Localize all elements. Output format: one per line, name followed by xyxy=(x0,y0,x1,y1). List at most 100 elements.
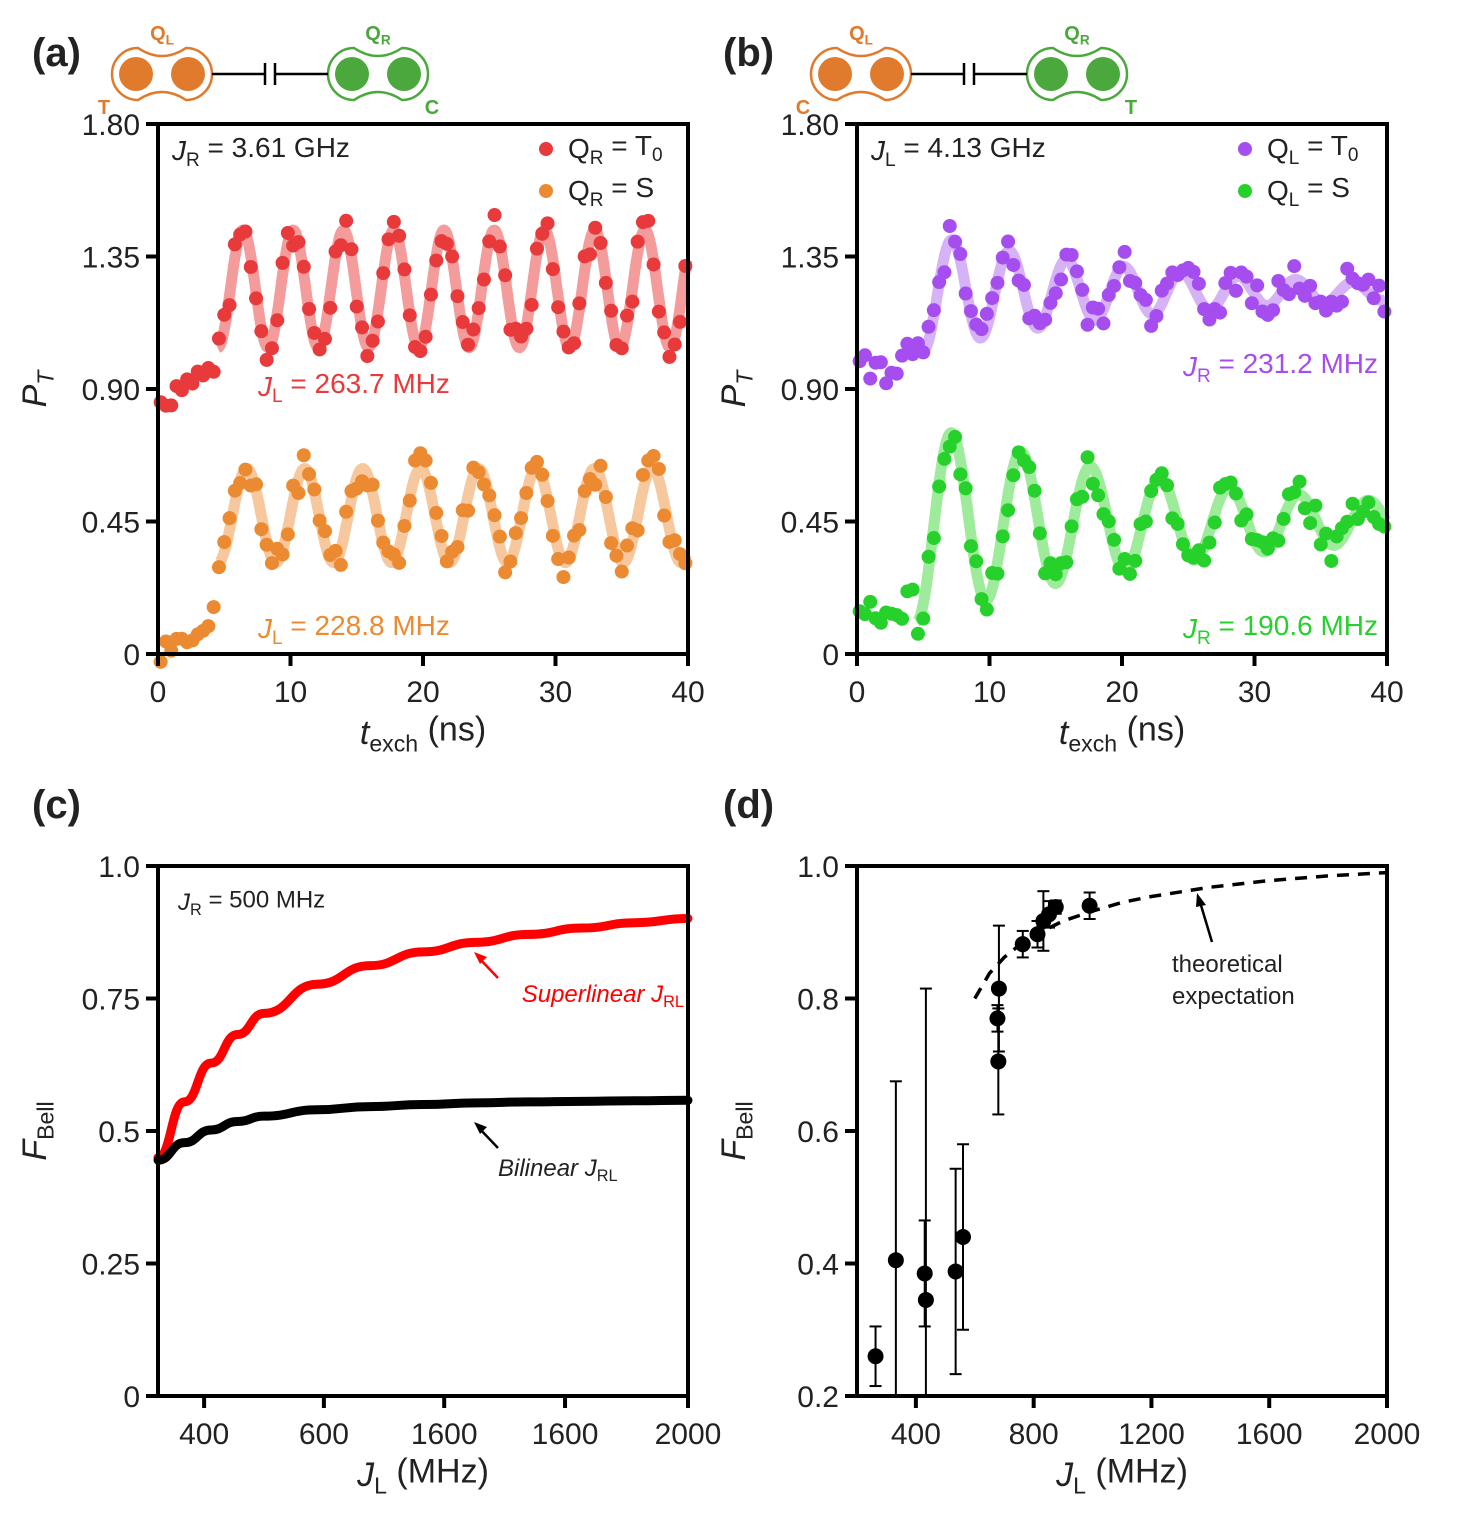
y-tick-label: 0.2 xyxy=(797,1381,839,1414)
data-point xyxy=(905,582,920,597)
data-point xyxy=(947,1263,964,1280)
data-point xyxy=(1048,567,1063,582)
data-point xyxy=(455,315,470,330)
panel-label-a: (a) xyxy=(32,31,81,75)
data-point xyxy=(1377,304,1392,319)
data-point xyxy=(370,513,385,528)
bilinear-arrowhead xyxy=(474,1122,487,1134)
data-point xyxy=(275,255,290,270)
legend-marker xyxy=(1238,184,1252,198)
data-point xyxy=(917,1291,934,1308)
right-qubit-dot xyxy=(1034,57,1068,91)
data-point xyxy=(1075,489,1090,504)
data-point xyxy=(535,467,550,482)
data-point xyxy=(296,259,311,274)
series-label-1: JR​ = 190.6 MHz xyxy=(1182,610,1378,649)
x-tick-label: 0 xyxy=(150,676,167,709)
data-point xyxy=(1043,556,1058,571)
data-point xyxy=(916,611,931,626)
data-point xyxy=(1223,265,1238,280)
data-point xyxy=(916,345,931,360)
data-point xyxy=(1107,532,1122,547)
plot-frame xyxy=(156,864,690,1398)
data-point xyxy=(323,300,338,315)
data-point xyxy=(895,348,910,363)
data-point xyxy=(492,239,507,254)
right-qubit-label: QR​ xyxy=(1064,23,1090,47)
data-point xyxy=(1091,488,1106,503)
y-tick-label: 0.75 xyxy=(82,984,140,1017)
data-point xyxy=(529,454,544,469)
panel-c: 0 0.25 0.5 0.75 1.0 400 600 1600 1600 2000 JL​ (MH… xyxy=(16,851,721,1498)
data-point xyxy=(386,214,401,229)
data-point xyxy=(503,554,518,569)
data-point xyxy=(1160,478,1175,493)
data-point xyxy=(174,383,189,398)
data-point xyxy=(259,352,274,367)
data-point xyxy=(873,615,888,630)
data-point xyxy=(222,298,237,313)
data-point xyxy=(1334,294,1349,309)
data-point xyxy=(1091,301,1106,316)
x-tick-label: 30 xyxy=(1238,676,1271,709)
data-point xyxy=(582,247,597,262)
left-qubit-dot xyxy=(171,57,205,91)
y-tick-label: 0 xyxy=(123,1381,140,1414)
data-point xyxy=(1075,282,1090,297)
data-point xyxy=(423,287,438,302)
panel-label-c: (c) xyxy=(32,783,81,827)
data-point xyxy=(1047,899,1064,916)
series-label-0: JR​ = 231.2 MHz xyxy=(1182,348,1378,387)
data-point xyxy=(254,522,269,537)
left-qubit-dot xyxy=(870,57,904,91)
data-point xyxy=(598,490,613,505)
legend-marker xyxy=(539,142,553,156)
data-point xyxy=(1080,317,1095,332)
data-point xyxy=(609,548,624,563)
data-point xyxy=(392,555,407,570)
data-point xyxy=(937,451,952,466)
data-point xyxy=(1175,537,1190,552)
data-point xyxy=(328,543,343,558)
data-point xyxy=(1001,503,1016,518)
left-qubit-outline xyxy=(809,46,913,102)
data-point xyxy=(932,479,947,494)
y-tick-label: 0.90 xyxy=(781,374,839,407)
data-point xyxy=(948,234,963,249)
y-tick-label: 0.25 xyxy=(82,1249,140,1282)
x-tick-label: 10 xyxy=(973,676,1006,709)
y-tick-label: 0.4 xyxy=(797,1249,839,1282)
data-point xyxy=(540,216,555,231)
data-point xyxy=(1038,312,1053,327)
data-point xyxy=(264,556,279,571)
data-point xyxy=(963,304,978,319)
y-tick-label: 0 xyxy=(123,639,140,672)
data-point xyxy=(339,213,354,228)
x-axis-label: texch​ (ns) xyxy=(1059,711,1185,757)
superlinear-label: Superlinear JRL​ xyxy=(522,981,684,1011)
data-point xyxy=(1223,475,1238,490)
data-point xyxy=(990,1053,1007,1070)
data-point xyxy=(498,268,513,283)
data-point xyxy=(1207,515,1222,530)
plot-frame xyxy=(855,864,1389,1398)
data-point xyxy=(958,286,973,301)
data-point xyxy=(206,364,221,379)
data-point xyxy=(1303,278,1318,293)
data-point xyxy=(561,550,576,565)
data-point xyxy=(1160,276,1175,291)
data-point xyxy=(524,297,539,312)
data-point xyxy=(1064,248,1079,263)
data-point xyxy=(185,376,200,391)
x-tick-label: 20 xyxy=(406,676,439,709)
data-point xyxy=(487,208,502,223)
data-point xyxy=(879,376,894,391)
y-axis-label: PT​ xyxy=(16,369,58,408)
x-tick-label: 2000 xyxy=(655,1418,722,1451)
data-point xyxy=(577,484,592,499)
data-point xyxy=(413,344,428,359)
data-point xyxy=(291,235,306,250)
data-point xyxy=(867,1348,884,1365)
y-tick-label: 0.8 xyxy=(797,984,839,1017)
left-qubit-label: QL​ xyxy=(849,23,873,47)
